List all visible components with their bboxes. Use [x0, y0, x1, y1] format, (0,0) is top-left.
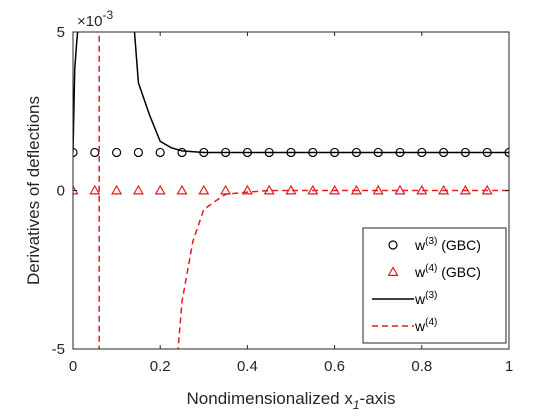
legend-label-base: w [414, 237, 426, 253]
triangle-marker [89, 184, 101, 195]
y-exponent-label: ×10-3 [77, 8, 113, 30]
axes-layer: 0 0.2 0.4 0.6 0.8 1-505×10-3Nondimensionalize… [24, 8, 513, 412]
x-tick-label: 0.2 [150, 358, 171, 375]
legend-entry-3: w(3) [372, 290, 437, 307]
x-tick-label: 1 [505, 358, 513, 375]
triangle-marker [111, 184, 123, 195]
x-axis-label: Nondimensionalized x1-axis [187, 389, 396, 412]
triangle-marker [176, 184, 188, 195]
legend-triangle-marker [387, 266, 399, 276]
x-tick-label: 0 [69, 358, 77, 375]
x-axis-label-suffix: -axis [360, 389, 396, 408]
series-3 [73, 32, 509, 154]
legend: w(3) (GBC)w(4) (GBC)w(3)w(4) [362, 227, 507, 344]
y-exponent-power: -3 [102, 8, 113, 22]
legend-label: w(4) (GBC) [414, 263, 481, 280]
legend-label-base: w [414, 291, 426, 307]
circle-marker [90, 147, 100, 158]
triangle-marker [132, 184, 144, 195]
legend-label-suffix: (GBC) [437, 264, 481, 280]
legend-label-sup: (4) [425, 263, 437, 274]
circle-marker [133, 147, 143, 158]
legend-label: w(4) [414, 317, 437, 334]
solid-series-line [73, 32, 509, 154]
y-tick-label: 0 [57, 183, 65, 200]
circle-marker [73, 147, 78, 158]
x-tick-label: 0.8 [411, 358, 432, 375]
dashed-series-line [98, 32, 509, 349]
triangle-marker [198, 184, 210, 195]
legend-label-base: w [414, 264, 426, 280]
legend-label-suffix: (GBC) [437, 237, 481, 253]
legend-circle-marker [388, 240, 398, 250]
circle-marker [111, 147, 122, 158]
circle-marker [177, 147, 187, 158]
legend-label-sup: (4) [425, 317, 437, 328]
y-tick-label: 5 [57, 24, 65, 41]
triangle-marker [73, 184, 79, 195]
legend-entry-1: w(3) (GBC) [388, 236, 481, 253]
triangle-marker [154, 184, 166, 195]
legend-entry-4: w(4) [372, 317, 437, 334]
series-layer [73, 32, 509, 349]
legend-label-sup: (3) [425, 290, 437, 301]
x-axis-label-subscript: 1 [353, 398, 360, 412]
circle-marker [155, 147, 165, 158]
x-tick-label: 0.6 [324, 358, 345, 375]
legend-label-sup: (3) [425, 236, 437, 247]
legend-box [362, 227, 507, 344]
series-4 [98, 32, 509, 349]
x-tick-label: 0.4 [237, 358, 258, 375]
y-tick-label: -5 [52, 341, 65, 358]
legend-label: w(3) [414, 290, 437, 307]
legend-label: w(3) (GBC) [414, 236, 481, 253]
y-axis-label: Derivatives of deflections [24, 96, 43, 285]
triangle-marker [241, 184, 253, 195]
legend-label-base: w [414, 318, 426, 334]
legend-entry-2: w(4) (GBC) [387, 263, 481, 280]
y-exponent-base: ×10 [77, 13, 102, 30]
x-axis-label-main: Nondimensionalized x [187, 389, 354, 408]
